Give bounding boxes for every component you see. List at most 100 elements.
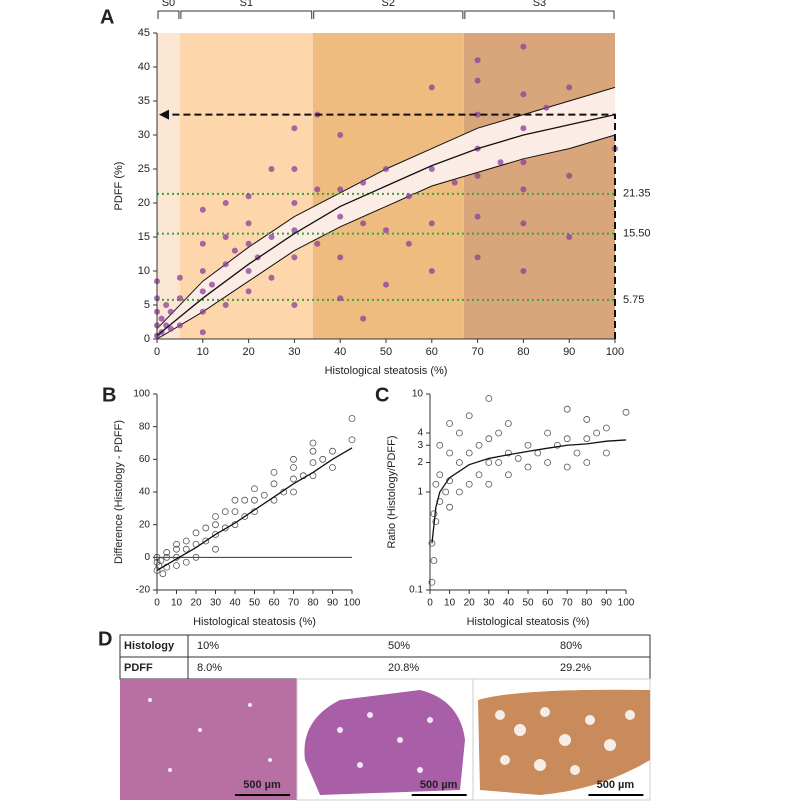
panel-label: C — [375, 384, 389, 406]
data-point — [520, 268, 527, 274]
data-point — [524, 463, 532, 471]
data-point — [199, 308, 206, 315]
table-cell: PDFF — [124, 662, 153, 674]
data-point — [436, 441, 444, 449]
y-tick-label: 1 — [417, 487, 423, 498]
data-point — [554, 441, 561, 449]
data-point — [199, 329, 206, 336]
panel-label: A — [100, 6, 114, 28]
data-point — [432, 480, 440, 488]
x-tick-label: 0 — [154, 346, 160, 358]
data-point — [268, 274, 275, 281]
data-point — [348, 415, 356, 422]
x-tick-label: 20 — [242, 346, 254, 358]
data-point — [603, 424, 610, 432]
data-point — [212, 513, 219, 520]
data-point — [603, 449, 610, 457]
data-point — [291, 227, 298, 234]
data-point — [474, 77, 481, 84]
data-point — [360, 220, 367, 227]
x-tick-label: 80 — [307, 598, 319, 609]
data-point — [544, 459, 551, 466]
x-axis-label: Histological steatosis (%) — [325, 365, 448, 377]
data-point — [475, 471, 483, 479]
band-edge — [156, 134, 616, 340]
data-point — [270, 468, 278, 476]
data-point — [182, 545, 190, 553]
data-point — [504, 449, 512, 457]
y-tick-label: 2 — [417, 457, 423, 468]
x-tick-label: 40 — [229, 598, 241, 609]
panel-d — [119, 634, 651, 801]
data-point — [173, 562, 180, 569]
data-point — [182, 558, 190, 566]
confidence-band — [157, 87, 615, 340]
data-point — [337, 295, 344, 302]
x-tick-label: 50 — [380, 346, 392, 358]
data-point — [465, 412, 473, 420]
data-point — [290, 488, 297, 496]
data-point — [221, 508, 229, 516]
data-point — [455, 459, 463, 466]
stage-bracket — [464, 10, 615, 19]
data-point — [622, 408, 630, 416]
data-point — [192, 529, 200, 537]
data-point — [182, 537, 190, 545]
data-point — [520, 43, 527, 50]
data-point — [199, 268, 206, 274]
data-point — [563, 435, 571, 443]
data-point — [245, 288, 252, 295]
x-tick-label: 40 — [334, 346, 346, 358]
data-point — [291, 125, 298, 132]
y-tick-label: 0 — [144, 552, 150, 563]
data-point — [543, 104, 550, 111]
data-point — [291, 302, 298, 308]
x-tick-label: 30 — [483, 598, 495, 609]
y-tick-label: 20 — [138, 197, 150, 209]
table-cell: 8.0% — [197, 662, 222, 674]
x-tick-label: 100 — [344, 598, 361, 609]
data-point — [495, 459, 503, 466]
x-tick-label: 10 — [197, 346, 209, 358]
data-point — [485, 395, 493, 402]
x-tick-label: 20 — [464, 598, 476, 609]
data-point — [176, 322, 183, 329]
data-point — [337, 254, 344, 261]
stage-label: S1 — [240, 0, 253, 9]
data-point — [208, 281, 215, 288]
data-point — [167, 308, 174, 315]
data-point — [428, 84, 435, 91]
data-point — [199, 288, 206, 295]
y-tick-label: 40 — [139, 487, 151, 498]
data-point — [199, 240, 206, 247]
data-point — [173, 545, 180, 553]
data-point — [446, 503, 454, 511]
x-tick-label: 80 — [517, 346, 529, 358]
data-point — [155, 562, 163, 569]
data-point — [360, 315, 367, 322]
data-point — [158, 315, 165, 322]
panel-label: B — [102, 384, 116, 406]
table-cell: 50% — [388, 640, 410, 652]
data-point — [566, 172, 573, 179]
data-point — [290, 455, 297, 463]
y-tick-label: 4 — [417, 428, 423, 439]
data-point — [566, 234, 573, 240]
data-point — [455, 429, 463, 437]
data-point — [474, 111, 481, 118]
data-point — [475, 441, 483, 449]
x-tick-label: 70 — [288, 598, 300, 609]
tissue — [304, 690, 465, 795]
x-tick-label: 20 — [190, 598, 202, 609]
data-point — [544, 429, 551, 437]
data-point — [291, 200, 298, 206]
data-point — [485, 459, 493, 466]
x-tick-label: 30 — [210, 598, 222, 609]
threshold-label: 5.75 — [623, 294, 644, 306]
table-cell: 80% — [560, 640, 582, 652]
data-point — [251, 496, 258, 504]
data-point — [383, 227, 389, 234]
data-point — [163, 302, 170, 308]
y-tick-label: -20 — [136, 585, 151, 596]
